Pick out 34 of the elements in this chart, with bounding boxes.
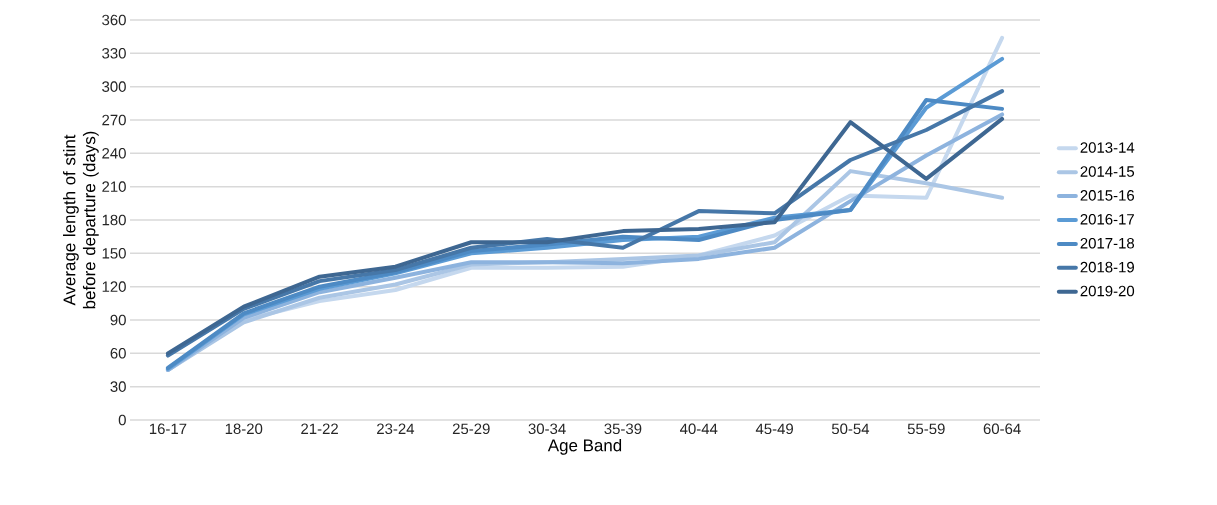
x-tick-label: 45-49 [755,423,793,435]
x-tick-label: 25-29 [452,423,490,435]
x-tick-label: 23-24 [377,423,415,435]
legend-label: 2015-16 [1080,190,1135,201]
x-tick-label: 55-59 [907,423,945,435]
y-tick-label: 360 [102,14,126,26]
y-tick-label: 90 [110,314,126,326]
x-tick-label: 21-22 [301,423,338,434]
y-tick-label: 30 [110,381,126,392]
x-axis-title: Age Band [547,438,622,455]
x-tick-label: 35-39 [604,423,642,435]
x-tick-label: 40-44 [679,423,718,435]
legend-label: 2014-15 [1080,166,1135,177]
x-tick-label: 50-54 [831,423,870,435]
x-tick-label: 16-17 [149,423,187,435]
y-tick-label: 300 [102,81,126,92]
legend-label: 2018-19 [1080,261,1134,273]
y-tick-label: 60 [110,348,126,359]
y-tick-label: 270 [102,114,126,126]
y-tick-label: 180 [102,214,126,226]
y-tick-label: 240 [102,148,126,159]
y-tick-label: 150 [102,248,126,259]
x-tick-label: 60-64 [983,423,1021,435]
x-tick-label: 18-20 [225,423,263,435]
y-tick-label: 0 [118,414,126,426]
x-tick-label: 30-34 [528,423,566,435]
y-tick-label: 210 [102,181,126,192]
y-tick-label: 120 [102,281,126,292]
legend-label: 2013-14 [1080,142,1135,153]
legend-label: 2016-17 [1080,214,1134,225]
y-axis-title: Average length of stint before departure (days) [63,131,99,309]
legend-label: 2017-18 [1080,237,1135,249]
y-tick-label: 330 [102,48,126,59]
legend-label: 2019-20 [1080,285,1135,297]
